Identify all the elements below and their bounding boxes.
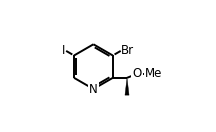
- Text: O: O: [133, 67, 142, 80]
- Text: Br: Br: [121, 44, 134, 57]
- Text: N: N: [89, 82, 98, 96]
- Text: Me: Me: [145, 67, 162, 80]
- Polygon shape: [125, 78, 129, 95]
- Text: I: I: [62, 44, 66, 57]
